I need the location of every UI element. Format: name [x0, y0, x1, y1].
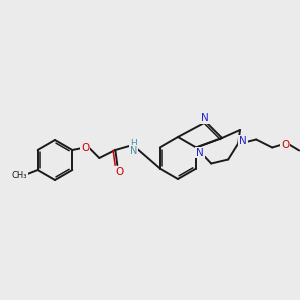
Text: H: H: [130, 139, 137, 148]
Text: N: N: [130, 146, 137, 156]
Text: CH₃: CH₃: [12, 172, 27, 181]
Text: N: N: [196, 148, 204, 158]
Text: O: O: [81, 143, 89, 153]
Text: N: N: [239, 136, 247, 146]
Text: O: O: [115, 167, 123, 177]
Text: N: N: [201, 113, 209, 123]
Text: O: O: [281, 140, 289, 149]
